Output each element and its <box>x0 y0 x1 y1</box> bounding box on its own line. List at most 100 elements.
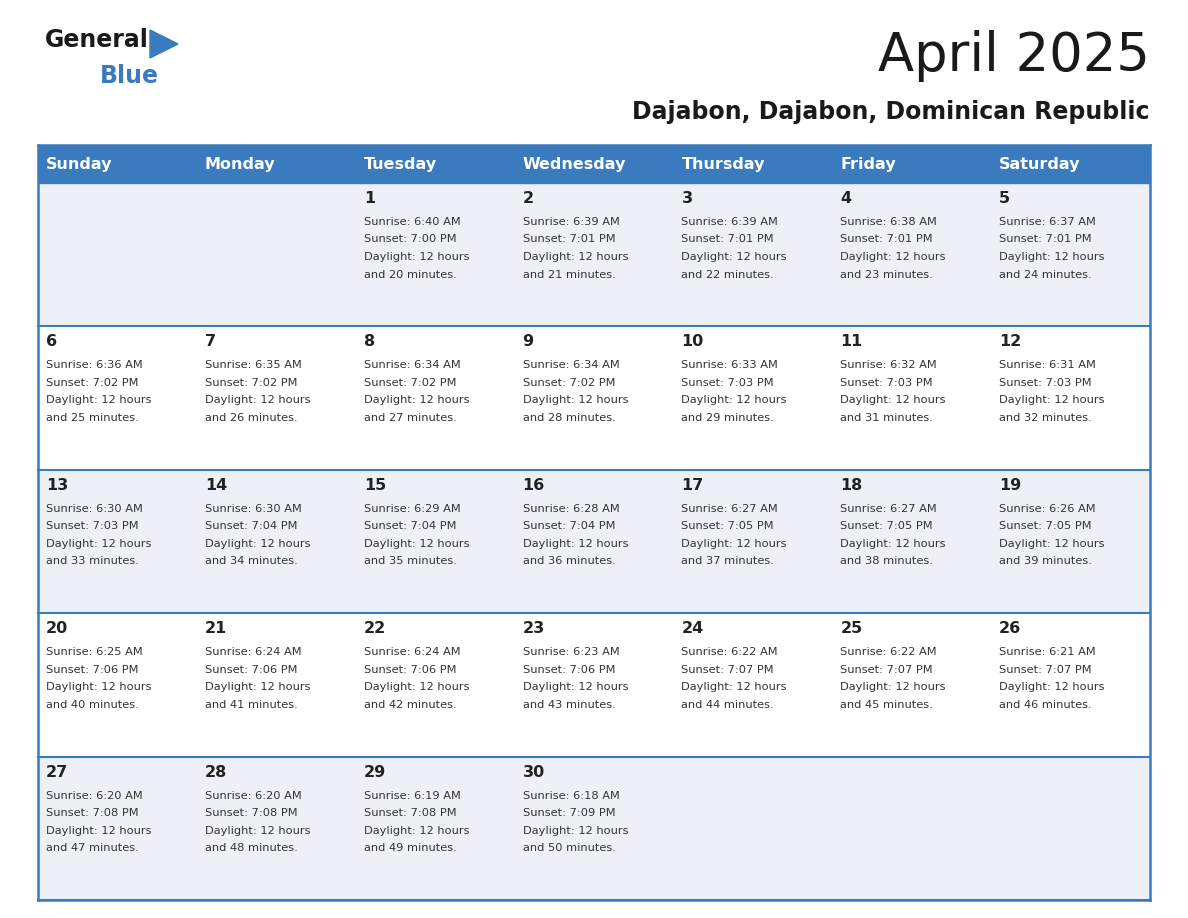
Text: Sunset: 7:09 PM: Sunset: 7:09 PM <box>523 808 615 818</box>
Text: Sunset: 7:08 PM: Sunset: 7:08 PM <box>204 808 297 818</box>
Text: Sunrise: 6:19 AM: Sunrise: 6:19 AM <box>364 790 461 800</box>
Text: 4: 4 <box>840 191 852 206</box>
Text: 3: 3 <box>682 191 693 206</box>
Bar <box>38 756 1150 900</box>
Text: and 46 minutes.: and 46 minutes. <box>999 700 1092 710</box>
Text: Sunset: 7:04 PM: Sunset: 7:04 PM <box>204 521 297 532</box>
Text: Daylight: 12 hours: Daylight: 12 hours <box>682 682 786 692</box>
Text: 27: 27 <box>46 765 68 779</box>
Text: and 38 minutes.: and 38 minutes. <box>840 556 933 566</box>
Text: Daylight: 12 hours: Daylight: 12 hours <box>523 825 628 835</box>
Text: Blue: Blue <box>100 64 159 88</box>
Text: Sunrise: 6:30 AM: Sunrise: 6:30 AM <box>204 504 302 514</box>
Text: and 45 minutes.: and 45 minutes. <box>840 700 933 710</box>
Text: and 21 minutes.: and 21 minutes. <box>523 270 615 279</box>
Text: 20: 20 <box>46 621 68 636</box>
Text: and 32 minutes.: and 32 minutes. <box>999 413 1092 423</box>
Text: Sunset: 7:03 PM: Sunset: 7:03 PM <box>46 521 139 532</box>
Text: 5: 5 <box>999 191 1010 206</box>
Text: Daylight: 12 hours: Daylight: 12 hours <box>364 539 469 549</box>
Text: Sunset: 7:04 PM: Sunset: 7:04 PM <box>523 521 615 532</box>
Text: and 43 minutes.: and 43 minutes. <box>523 700 615 710</box>
Text: 14: 14 <box>204 477 227 493</box>
Text: Sunrise: 6:35 AM: Sunrise: 6:35 AM <box>204 361 302 370</box>
Text: 11: 11 <box>840 334 862 350</box>
Text: 13: 13 <box>46 477 68 493</box>
Text: 2: 2 <box>523 191 533 206</box>
Text: Sunset: 7:05 PM: Sunset: 7:05 PM <box>999 521 1092 532</box>
Text: 8: 8 <box>364 334 375 350</box>
Text: Daylight: 12 hours: Daylight: 12 hours <box>840 682 946 692</box>
Text: Daylight: 12 hours: Daylight: 12 hours <box>46 825 152 835</box>
Bar <box>38 183 1150 327</box>
Text: and 37 minutes.: and 37 minutes. <box>682 556 775 566</box>
Text: Sunrise: 6:25 AM: Sunrise: 6:25 AM <box>46 647 143 657</box>
Text: Daylight: 12 hours: Daylight: 12 hours <box>46 682 152 692</box>
Text: Daylight: 12 hours: Daylight: 12 hours <box>999 252 1105 262</box>
Text: Daylight: 12 hours: Daylight: 12 hours <box>999 682 1105 692</box>
Text: Daylight: 12 hours: Daylight: 12 hours <box>204 682 310 692</box>
Text: Daylight: 12 hours: Daylight: 12 hours <box>364 396 469 406</box>
Text: April 2025: April 2025 <box>878 30 1150 82</box>
Text: Sunrise: 6:36 AM: Sunrise: 6:36 AM <box>46 361 143 370</box>
Text: Sunset: 7:00 PM: Sunset: 7:00 PM <box>364 234 456 244</box>
Text: Sunrise: 6:29 AM: Sunrise: 6:29 AM <box>364 504 461 514</box>
Text: Sunrise: 6:24 AM: Sunrise: 6:24 AM <box>364 647 460 657</box>
Text: Sunset: 7:02 PM: Sunset: 7:02 PM <box>523 378 615 388</box>
Text: Daylight: 12 hours: Daylight: 12 hours <box>523 682 628 692</box>
Text: Sunrise: 6:31 AM: Sunrise: 6:31 AM <box>999 361 1097 370</box>
Text: and 24 minutes.: and 24 minutes. <box>999 270 1092 279</box>
Text: Sunrise: 6:32 AM: Sunrise: 6:32 AM <box>840 361 937 370</box>
Text: Sunrise: 6:23 AM: Sunrise: 6:23 AM <box>523 647 619 657</box>
Text: and 40 minutes.: and 40 minutes. <box>46 700 139 710</box>
Text: Daylight: 12 hours: Daylight: 12 hours <box>682 539 786 549</box>
Text: 6: 6 <box>46 334 57 350</box>
Text: Sunset: 7:05 PM: Sunset: 7:05 PM <box>682 521 775 532</box>
Text: Sunrise: 6:33 AM: Sunrise: 6:33 AM <box>682 361 778 370</box>
Text: Thursday: Thursday <box>682 156 765 172</box>
Text: and 36 minutes.: and 36 minutes. <box>523 556 615 566</box>
Text: Sunset: 7:01 PM: Sunset: 7:01 PM <box>840 234 933 244</box>
Text: 26: 26 <box>999 621 1022 636</box>
Text: and 47 minutes.: and 47 minutes. <box>46 843 139 853</box>
Text: Sunset: 7:06 PM: Sunset: 7:06 PM <box>523 665 615 675</box>
Text: Daylight: 12 hours: Daylight: 12 hours <box>840 539 946 549</box>
Text: Daylight: 12 hours: Daylight: 12 hours <box>364 825 469 835</box>
Text: and 44 minutes.: and 44 minutes. <box>682 700 775 710</box>
Bar <box>38 327 1150 470</box>
Text: 15: 15 <box>364 477 386 493</box>
Text: Sunset: 7:06 PM: Sunset: 7:06 PM <box>204 665 297 675</box>
Text: and 39 minutes.: and 39 minutes. <box>999 556 1092 566</box>
Bar <box>38 145 1150 183</box>
Text: and 31 minutes.: and 31 minutes. <box>840 413 933 423</box>
Text: Sunset: 7:01 PM: Sunset: 7:01 PM <box>523 234 615 244</box>
Text: and 25 minutes.: and 25 minutes. <box>46 413 139 423</box>
Text: Sunrise: 6:27 AM: Sunrise: 6:27 AM <box>682 504 778 514</box>
Text: Daylight: 12 hours: Daylight: 12 hours <box>523 396 628 406</box>
Text: Sunset: 7:01 PM: Sunset: 7:01 PM <box>682 234 775 244</box>
Text: Sunrise: 6:39 AM: Sunrise: 6:39 AM <box>523 217 619 227</box>
Text: Sunrise: 6:20 AM: Sunrise: 6:20 AM <box>204 790 302 800</box>
Text: Sunrise: 6:20 AM: Sunrise: 6:20 AM <box>46 790 143 800</box>
Text: Sunset: 7:04 PM: Sunset: 7:04 PM <box>364 521 456 532</box>
Text: Monday: Monday <box>204 156 276 172</box>
Text: and 33 minutes.: and 33 minutes. <box>46 556 139 566</box>
Text: Tuesday: Tuesday <box>364 156 437 172</box>
Text: and 20 minutes.: and 20 minutes. <box>364 270 456 279</box>
Text: Daylight: 12 hours: Daylight: 12 hours <box>523 252 628 262</box>
Text: Sunrise: 6:38 AM: Sunrise: 6:38 AM <box>840 217 937 227</box>
Text: Sunrise: 6:40 AM: Sunrise: 6:40 AM <box>364 217 461 227</box>
Text: and 27 minutes.: and 27 minutes. <box>364 413 456 423</box>
Text: Sunset: 7:08 PM: Sunset: 7:08 PM <box>46 808 139 818</box>
Text: Sunset: 7:03 PM: Sunset: 7:03 PM <box>682 378 775 388</box>
Text: Daylight: 12 hours: Daylight: 12 hours <box>364 252 469 262</box>
Text: Sunrise: 6:18 AM: Sunrise: 6:18 AM <box>523 790 619 800</box>
Text: Sunset: 7:01 PM: Sunset: 7:01 PM <box>999 234 1092 244</box>
Text: Daylight: 12 hours: Daylight: 12 hours <box>46 539 152 549</box>
Text: Sunset: 7:06 PM: Sunset: 7:06 PM <box>364 665 456 675</box>
Text: Daylight: 12 hours: Daylight: 12 hours <box>840 252 946 262</box>
Text: Sunrise: 6:22 AM: Sunrise: 6:22 AM <box>682 647 778 657</box>
Text: General: General <box>45 28 148 52</box>
Text: Sunset: 7:03 PM: Sunset: 7:03 PM <box>999 378 1092 388</box>
Text: Sunrise: 6:34 AM: Sunrise: 6:34 AM <box>523 361 619 370</box>
